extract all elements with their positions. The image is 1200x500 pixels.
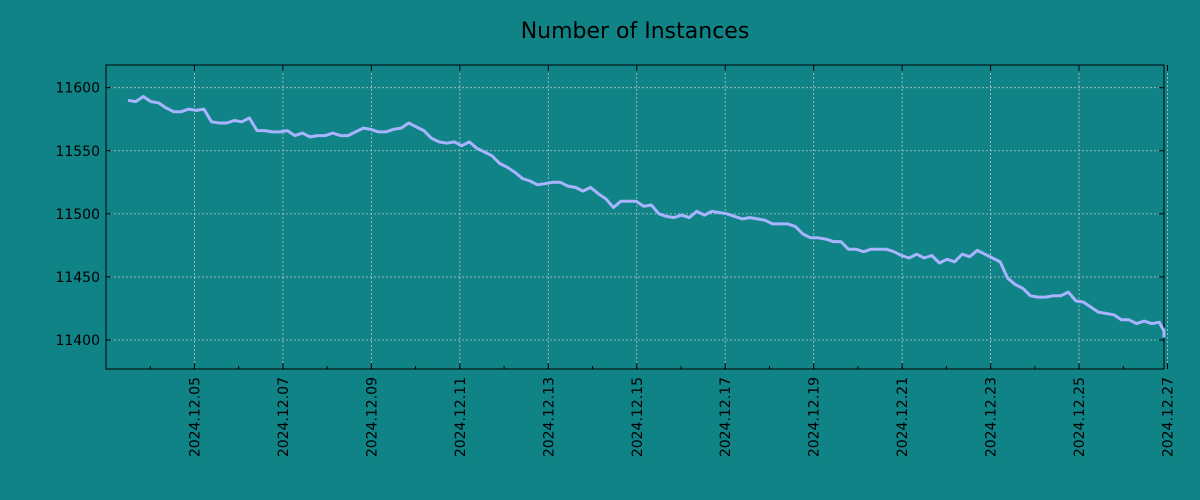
plot-frame	[105, 64, 1165, 370]
x-tick-label: 2024.12.15	[630, 377, 646, 457]
x-tick-label: 2024.12.09	[364, 377, 380, 457]
x-tick-label: 2024.12.21	[895, 377, 911, 457]
y-tick-label: 11450	[55, 270, 100, 286]
x-tick-label: 2024.12.11	[453, 377, 469, 457]
x-tick-label: 2024.12.07	[276, 377, 292, 457]
x-tick-label: 2024.12.25	[1072, 377, 1088, 457]
x-tick-label: 2024.12.23	[984, 377, 1000, 457]
axes: 11400 11450 11500 11550 11600 2024.12.05 2024.…	[55, 65, 1177, 457]
grid	[106, 65, 1168, 369]
series-line	[127, 95, 1166, 338]
y-tick-label: 11550	[55, 144, 100, 160]
chart-title: Number of Instances	[521, 19, 750, 44]
x-tick-label: 2024.12.27	[1161, 377, 1177, 457]
y-tick-label: 11500	[55, 207, 100, 223]
x-tick-label: 2024.12.13	[541, 377, 557, 457]
y-tick-label: 11600	[55, 81, 100, 97]
y-tick-label: 11400	[55, 333, 100, 349]
x-tick-label: 2024.12.05	[187, 377, 203, 457]
x-tick-label: 2024.12.17	[718, 377, 734, 457]
x-tick-label: 2024.12.19	[807, 377, 823, 457]
